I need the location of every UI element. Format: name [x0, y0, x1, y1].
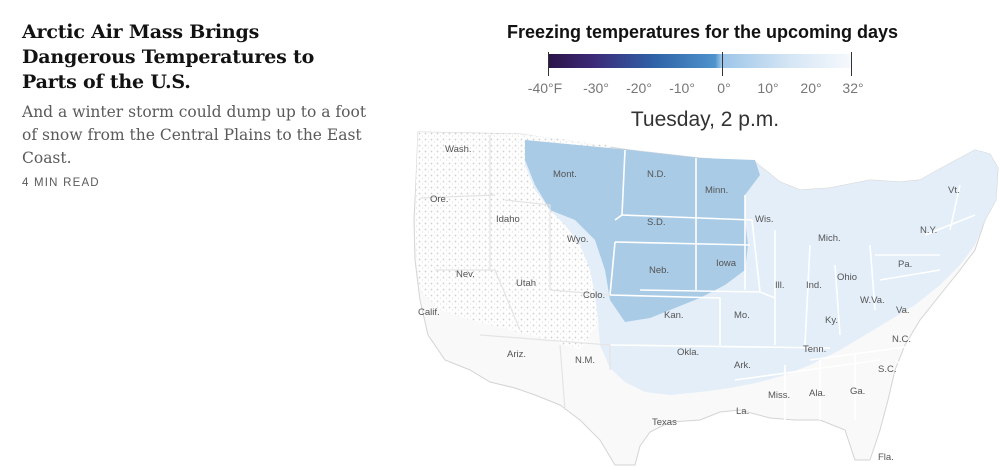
- legend-label: 0°: [717, 80, 731, 96]
- state-label-ark: Ark.: [734, 360, 751, 371]
- state-label-fla: Fla.: [878, 452, 894, 463]
- legend-tick-min: [548, 52, 549, 76]
- state-label-calif: Calif.: [418, 307, 440, 318]
- western-state-borders: [419, 135, 611, 411]
- legend-label: -30°: [583, 80, 609, 96]
- state-label-iowa: Iowa: [716, 258, 737, 269]
- read-time: 4 MIN READ: [22, 177, 100, 189]
- state-label-wva: W.Va.: [860, 295, 885, 306]
- article-summary[interactable]: Arctic Air Mass Brings Dangerous Tempera…: [22, 20, 372, 189]
- state-label-wis: Wis.: [755, 214, 773, 225]
- state-label-ny: N.Y.: [920, 225, 937, 236]
- legend-label: -20°: [626, 80, 652, 96]
- state-label-mo: Mo.: [734, 310, 750, 321]
- legend-label: 20°: [800, 80, 822, 96]
- state-label-colo: Colo.: [583, 290, 605, 301]
- state-label-tenn: Tenn.: [803, 344, 826, 355]
- legend-label: 10°: [757, 80, 779, 96]
- state-label-nc: N.C.: [892, 334, 911, 345]
- state-label-wash: Wash.: [445, 144, 472, 155]
- state-label-nm: N.M.: [575, 355, 595, 366]
- state-borders: [609, 149, 976, 420]
- state-label-nd: N.D.: [647, 169, 666, 180]
- legend-tick-zero: [722, 52, 723, 76]
- temperature-legend: -40°F -30° -20° -10° 0° 10° 20° 32°: [520, 50, 880, 100]
- legend-tick-freezing: [851, 52, 852, 76]
- state-label-ala: Ala.: [809, 388, 825, 399]
- state-label-utah: Utah: [516, 278, 536, 289]
- state-label-texas: Texas: [652, 417, 677, 428]
- legend-label: 32°: [842, 80, 864, 96]
- state-label-kan: Kan.: [664, 310, 684, 321]
- state-label-sc: S.C.: [878, 364, 896, 375]
- state-label-ohio: Ohio: [837, 272, 857, 283]
- state-labels: Wash. Ore. Calif. Idaho Nev. Mont. Wyo. …: [418, 144, 960, 463]
- state-label-idaho: Idaho: [496, 214, 520, 225]
- state-label-neb: Neb.: [649, 265, 669, 276]
- state-label-vt: Vt.: [948, 185, 960, 196]
- state-label-mich: Mich.: [818, 233, 841, 244]
- map-title: Freezing temperatures for the upcoming d…: [506, 22, 899, 42]
- article-summary-text: And a winter storm could dump up to a fo…: [22, 103, 367, 167]
- state-label-ariz: Ariz.: [507, 349, 526, 360]
- state-label-okla: Okla.: [677, 347, 699, 358]
- legend-label: -10°: [669, 80, 695, 96]
- legend-color-bar: [548, 54, 852, 68]
- state-label-la: La.: [736, 406, 749, 417]
- legend-label: -40°F: [527, 80, 563, 96]
- article-headline[interactable]: Arctic Air Mass Brings Dangerous Tempera…: [22, 21, 315, 93]
- state-label-va: Va.: [896, 305, 910, 316]
- zero-degree-region: [525, 140, 760, 322]
- state-label-ga: Ga.: [850, 386, 865, 397]
- time-label: Tuesday, 2 p.m.: [630, 108, 780, 131]
- state-label-ore: Ore.: [430, 194, 448, 205]
- state-label-sd: S.D.: [647, 217, 665, 228]
- state-label-mont: Mont.: [553, 169, 577, 180]
- state-label-minn: Minn.: [705, 185, 728, 196]
- state-label-nev: Nev.: [456, 269, 475, 280]
- state-label-ill: Ill.: [775, 280, 785, 291]
- state-label-ind: Ind.: [806, 280, 822, 291]
- state-label-wyo: Wyo.: [567, 234, 589, 245]
- us-temperature-map[interactable]: Wash. Ore. Calif. Idaho Nev. Mont. Wyo. …: [400, 120, 1000, 470]
- state-label-pa: Pa.: [898, 259, 912, 270]
- state-label-miss: Miss.: [768, 390, 790, 401]
- state-label-ky: Ky.: [825, 315, 838, 326]
